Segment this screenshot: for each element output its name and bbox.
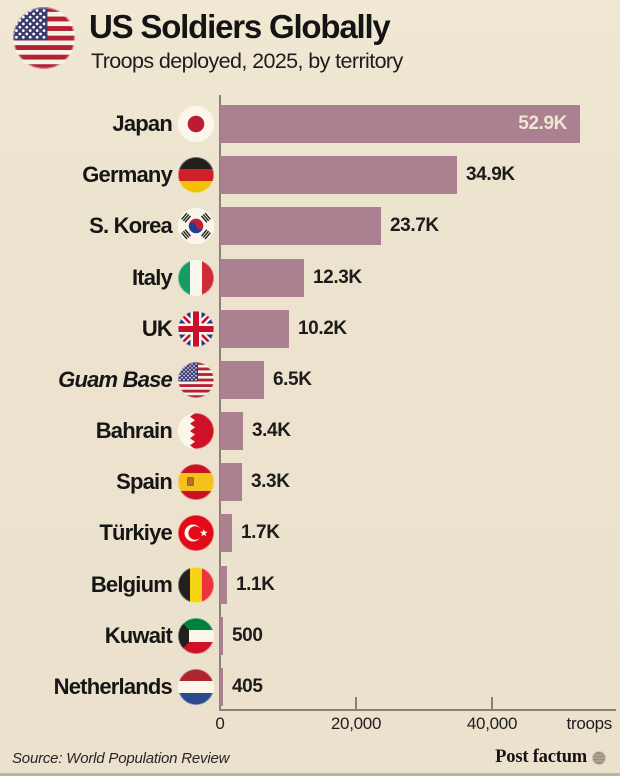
bar-track: 12.3K <box>220 259 620 297</box>
chart-title: US Soldiers Globally <box>89 8 391 45</box>
value-label: 34.9K <box>466 164 515 185</box>
chart-row: Türkiye 1.7K <box>0 514 620 552</box>
category-label: Netherlands <box>53 674 173 699</box>
x-axis-line <box>219 709 616 711</box>
axis-tick <box>491 697 493 709</box>
germany-flag-icon <box>178 157 214 193</box>
brand-logo: Post factum <box>495 747 606 768</box>
bar <box>220 105 580 143</box>
value-label: 6.5K <box>273 369 312 390</box>
category-label: Bahrain <box>95 418 173 443</box>
bar-track: 3.4K <box>220 412 620 450</box>
axis-tick <box>355 697 357 709</box>
category-label: Guam Base <box>58 367 173 392</box>
category-label: Italy <box>131 265 173 290</box>
chart-row: Japan 52.9K <box>0 105 620 143</box>
us-flag-icon <box>178 362 214 398</box>
bar-track: 3.3K <box>220 463 620 501</box>
value-label: 52.9K <box>518 113 567 134</box>
value-label: 12.3K <box>313 267 362 288</box>
chart-row: Netherlands 405 <box>0 668 620 706</box>
uk-flag-icon <box>178 311 214 347</box>
y-axis-line <box>219 95 221 711</box>
italy-flag-icon <box>178 260 214 296</box>
chart-row: UK 10.2K <box>0 310 620 348</box>
us-flag-icon <box>13 7 75 69</box>
category-label: Türkiye <box>99 520 172 545</box>
axis-tick-label: 40,000 <box>466 714 518 733</box>
bar-track: 500 <box>220 617 620 655</box>
bar-track: 10.2K <box>220 310 620 348</box>
chart-row: Italy 12.3K <box>0 259 620 297</box>
category-label: S. Korea <box>89 213 173 238</box>
chart-row: Kuwait 500 <box>0 617 620 655</box>
japan-flag-icon <box>178 106 214 142</box>
netherlands-flag-icon <box>178 669 214 705</box>
bar <box>220 514 232 552</box>
category-label: Spain <box>116 469 173 494</box>
chart-subtitle: Troops deployed, 2025, by territory <box>91 49 403 73</box>
chart-row: S. Korea 23.7K <box>0 207 620 245</box>
globe-icon <box>592 750 606 765</box>
bar-track: 405 <box>220 668 620 706</box>
chart-row: Spain 3.3K <box>0 463 620 501</box>
bar <box>220 617 223 655</box>
value-label: 10.2K <box>298 318 347 339</box>
chart-row: Bahrain 3.4K <box>0 412 620 450</box>
category-label: Japan <box>112 111 172 136</box>
bar <box>220 668 223 706</box>
kuwait-flag-icon <box>178 618 214 654</box>
axis-tick-label: 0 <box>215 714 225 733</box>
axis-tick-label: 20,000 <box>330 714 382 733</box>
chart-row: Belgium 1.1K <box>0 566 620 604</box>
brand-name: Post factum <box>495 747 587 767</box>
source-credit: Source: World Population Review <box>12 750 230 767</box>
south-korea-flag-icon <box>178 208 214 244</box>
belgium-flag-icon <box>178 567 214 603</box>
turkiye-flag-icon <box>178 515 214 551</box>
bar-track: 1.7K <box>220 514 620 552</box>
category-label: Belgium <box>90 572 173 597</box>
category-label: Germany <box>82 162 173 187</box>
bar-track: 6.5K <box>220 361 620 399</box>
value-label: 1.1K <box>236 574 275 595</box>
category-label: Kuwait <box>104 623 173 648</box>
category-label: UK <box>141 316 173 341</box>
bar-track: 34.9K <box>220 156 620 194</box>
bar <box>220 156 457 194</box>
value-label: 500 <box>232 625 263 646</box>
bar <box>220 361 264 399</box>
bar <box>220 259 304 297</box>
bar <box>220 310 289 348</box>
chart-row: Guam Base 6.5K <box>0 361 620 399</box>
value-label: 1.7K <box>241 522 280 543</box>
value-label: 23.7K <box>390 215 439 236</box>
bar <box>220 566 227 604</box>
bar <box>220 412 243 450</box>
bar-track: 52.9K <box>220 105 620 143</box>
x-axis-unit-label: troops <box>566 714 613 733</box>
bar-track: 23.7K <box>220 207 620 245</box>
bahrain-flag-icon <box>178 413 214 449</box>
spain-flag-icon <box>178 464 214 500</box>
chart-row: Germany 34.9K <box>0 156 620 194</box>
bar <box>220 207 381 245</box>
bar-track: 1.1K <box>220 566 620 604</box>
bar <box>220 463 242 501</box>
value-label: 3.4K <box>252 420 291 441</box>
value-label: 405 <box>232 676 263 697</box>
value-label: 3.3K <box>251 471 290 492</box>
